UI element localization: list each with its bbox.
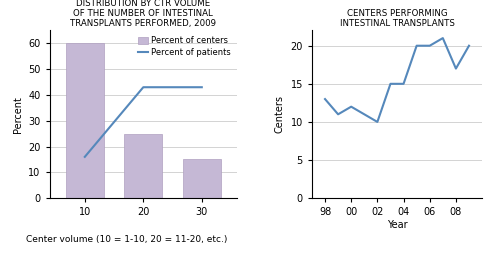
- Bar: [66, 43, 104, 198]
- Title: DISTRIBUTION BY CTR VOLUME
OF THE NUMBER OF INTESTINAL
TRANSPLANTS PERFORMED, 20: DISTRIBUTION BY CTR VOLUME OF THE NUMBER…: [70, 0, 216, 28]
- Bar: [124, 134, 163, 198]
- Legend: Percent of centers, Percent of patients: Percent of centers, Percent of patients: [136, 35, 233, 58]
- Bar: [183, 160, 221, 198]
- Title: CENTERS PERFORMING
INTESTINAL TRANSPLANTS: CENTERS PERFORMING INTESTINAL TRANSPLANT…: [339, 9, 454, 28]
- X-axis label: Year: Year: [387, 220, 408, 230]
- Y-axis label: Centers: Centers: [275, 95, 285, 133]
- Text: Center volume (10 = 1-10, 20 = 11-20, etc.): Center volume (10 = 1-10, 20 = 11-20, et…: [26, 235, 228, 244]
- Y-axis label: Percent: Percent: [13, 96, 23, 133]
